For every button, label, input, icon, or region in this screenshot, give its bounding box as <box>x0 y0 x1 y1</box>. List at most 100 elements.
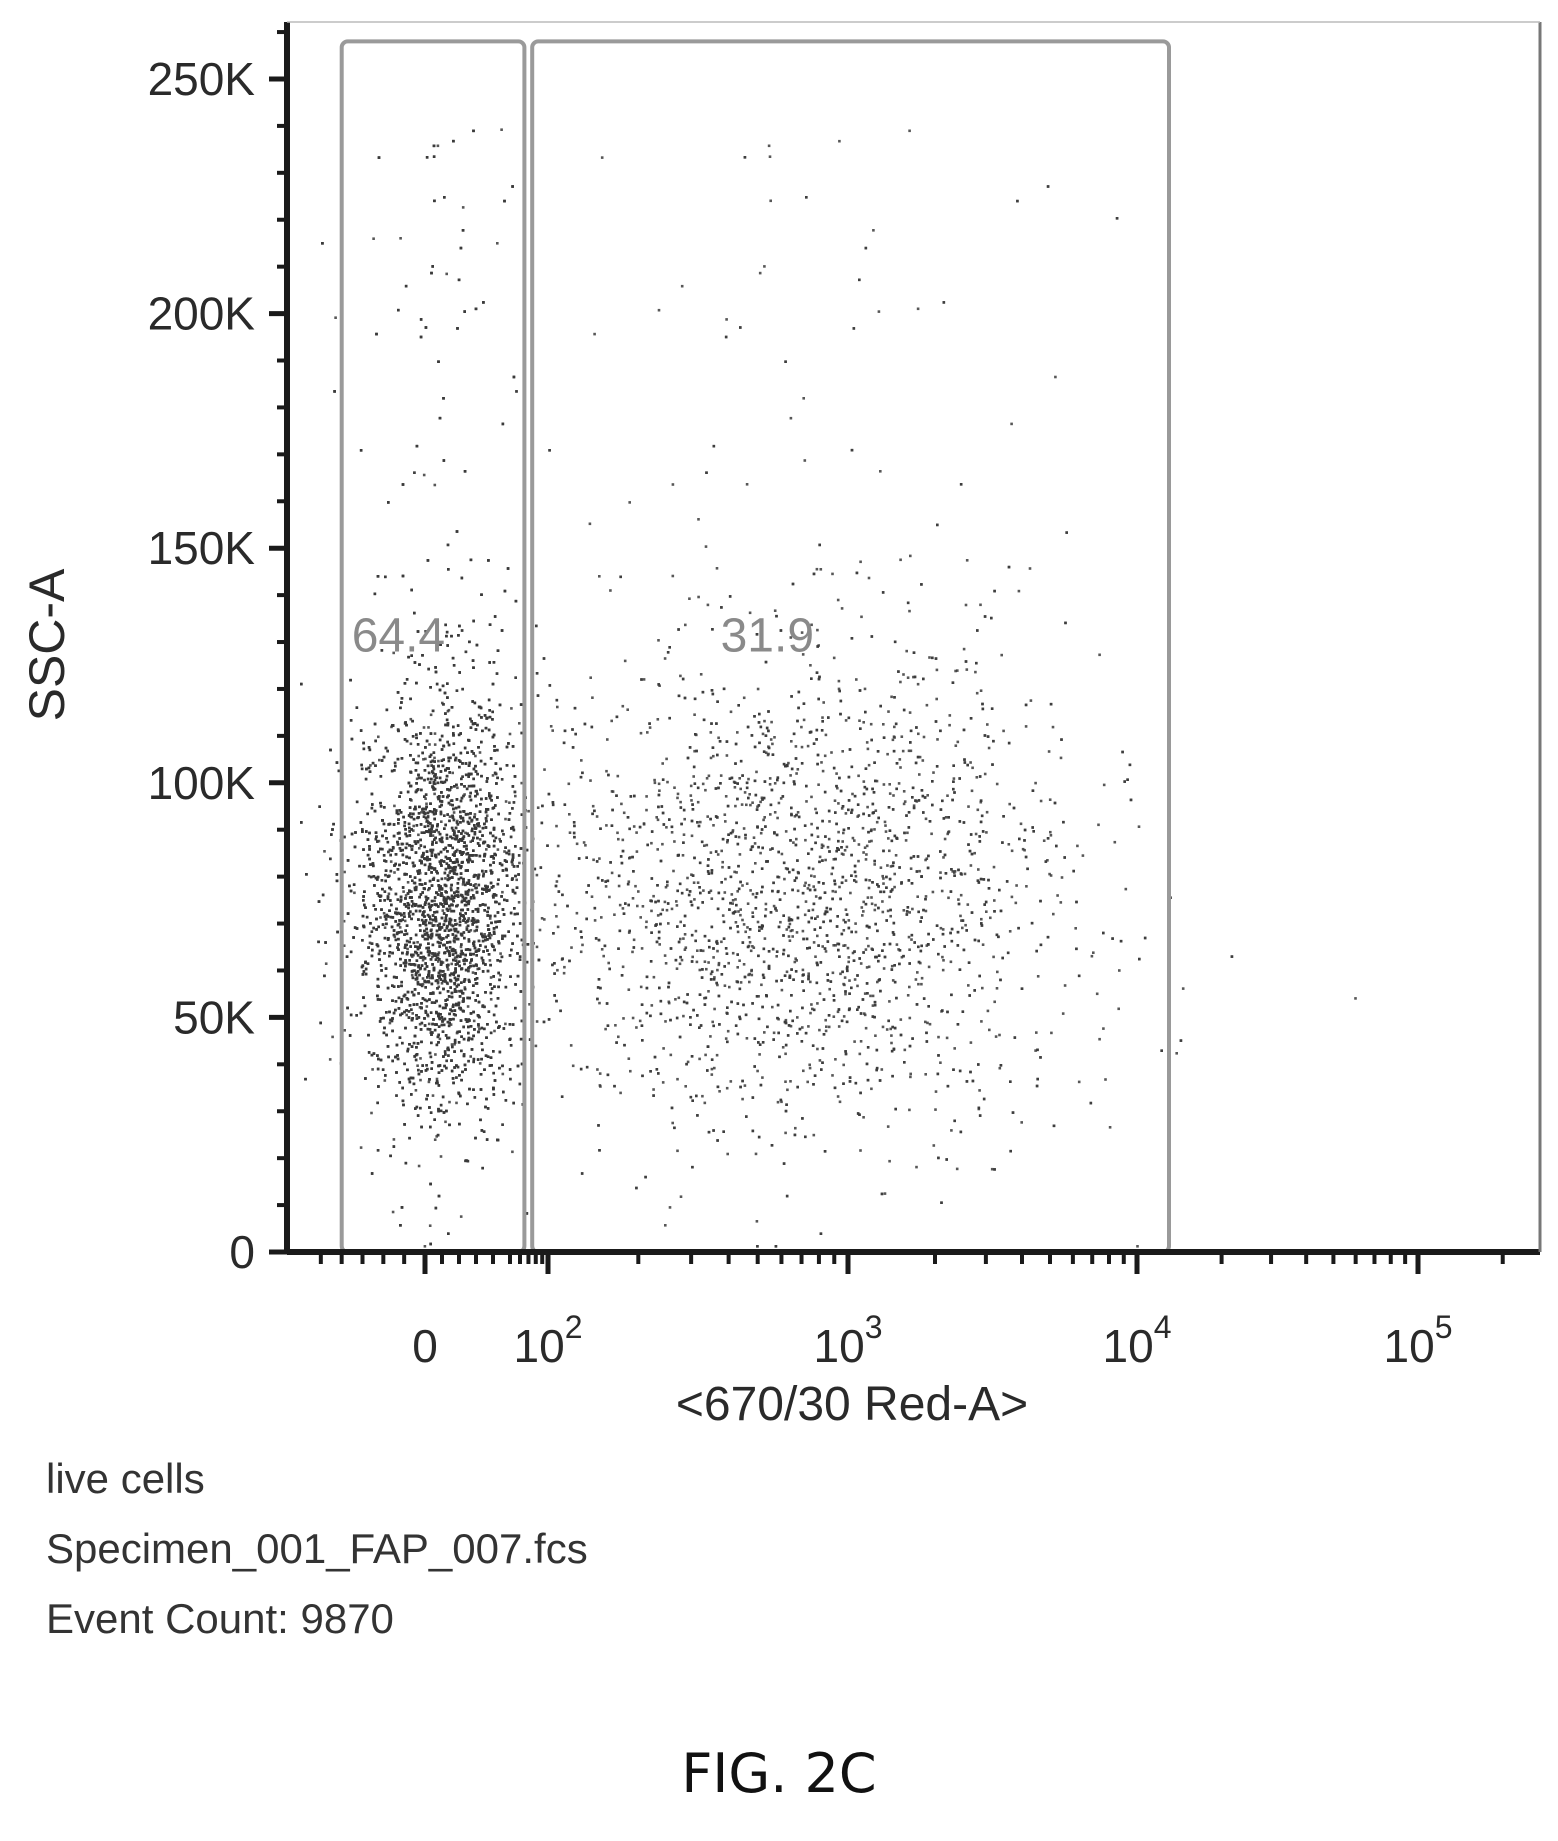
event-point <box>459 246 463 250</box>
event-point <box>486 938 489 941</box>
event-point <box>361 964 365 967</box>
event-point <box>424 746 427 749</box>
event-point <box>410 848 414 851</box>
event-point <box>426 764 430 768</box>
event-point <box>446 723 450 727</box>
event-point <box>411 976 415 980</box>
event-point <box>478 844 481 847</box>
event-point <box>419 1078 422 1082</box>
event-point <box>421 958 425 962</box>
event-point <box>451 861 455 864</box>
event-point <box>459 816 463 820</box>
event-point <box>416 869 419 873</box>
event-point <box>459 751 463 755</box>
event-point <box>414 1089 418 1092</box>
event-point <box>441 1006 445 1010</box>
event-point <box>324 941 327 944</box>
event-point <box>454 1013 457 1017</box>
event-point <box>343 1029 346 1032</box>
event-point <box>407 903 411 907</box>
event-point <box>528 1003 531 1006</box>
event-point <box>437 759 440 763</box>
event-point <box>372 875 376 878</box>
event-point <box>433 952 437 955</box>
event-point <box>455 848 459 852</box>
event-point <box>454 826 458 830</box>
event-point <box>463 978 466 982</box>
event-point <box>435 1077 439 1081</box>
event-point <box>369 875 373 879</box>
event-point <box>435 933 438 937</box>
event-point <box>446 543 450 547</box>
event-point <box>484 1054 488 1057</box>
event-point <box>441 961 445 964</box>
event-point <box>443 929 447 932</box>
event-point <box>478 751 482 754</box>
event-point <box>300 682 303 686</box>
event-point <box>452 909 456 913</box>
event-point <box>489 855 493 858</box>
event-point <box>471 923 474 926</box>
event-point <box>440 1069 444 1072</box>
event-point <box>445 778 448 782</box>
event-point <box>446 788 449 791</box>
event-point <box>408 1043 411 1046</box>
event-point <box>428 1078 431 1081</box>
event-point <box>481 939 485 943</box>
event-point <box>420 831 424 834</box>
event-point <box>456 882 460 885</box>
event-point <box>432 966 436 970</box>
event-point <box>448 1123 451 1127</box>
event-point <box>449 897 452 901</box>
event-point <box>468 761 471 765</box>
event-point <box>407 912 411 915</box>
event-point <box>430 764 433 767</box>
event-point <box>392 651 395 655</box>
event-point <box>463 1063 467 1067</box>
event-point <box>455 1101 458 1105</box>
event-point <box>444 867 448 871</box>
event-point <box>471 659 475 662</box>
event-point <box>437 1194 441 1198</box>
event-point <box>404 1026 407 1030</box>
event-point <box>346 912 350 915</box>
event-point <box>416 1064 419 1067</box>
event-point <box>484 826 488 829</box>
event-point <box>472 767 476 771</box>
event-point <box>379 1017 383 1020</box>
event-point <box>464 953 467 957</box>
event-point <box>481 729 484 733</box>
event-point <box>427 868 431 871</box>
event-point <box>479 788 482 791</box>
event-point <box>469 961 472 965</box>
event-point <box>414 904 417 907</box>
event-point <box>368 857 371 861</box>
event-point <box>412 758 415 761</box>
event-point <box>437 985 441 989</box>
event-point <box>445 981 449 985</box>
event-point <box>379 894 383 898</box>
event-point <box>475 954 478 957</box>
event-point <box>330 833 333 836</box>
event-point <box>479 944 482 947</box>
event-point <box>468 1019 471 1022</box>
event-point <box>433 732 437 735</box>
event-point <box>412 824 415 828</box>
event-point <box>382 912 386 915</box>
event-point <box>375 943 379 946</box>
event-point <box>328 1058 332 1061</box>
event-point <box>417 918 420 921</box>
event-point <box>503 199 506 203</box>
event-point <box>465 928 469 931</box>
event-point <box>418 973 421 977</box>
event-point <box>419 943 422 947</box>
event-point <box>449 886 453 890</box>
event-point <box>453 1041 457 1044</box>
event-point <box>324 962 328 965</box>
event-point <box>426 976 429 979</box>
event-point <box>439 894 443 897</box>
event-point <box>419 967 422 970</box>
event-point <box>447 929 451 932</box>
event-point <box>461 775 464 778</box>
event-point <box>477 1025 480 1028</box>
